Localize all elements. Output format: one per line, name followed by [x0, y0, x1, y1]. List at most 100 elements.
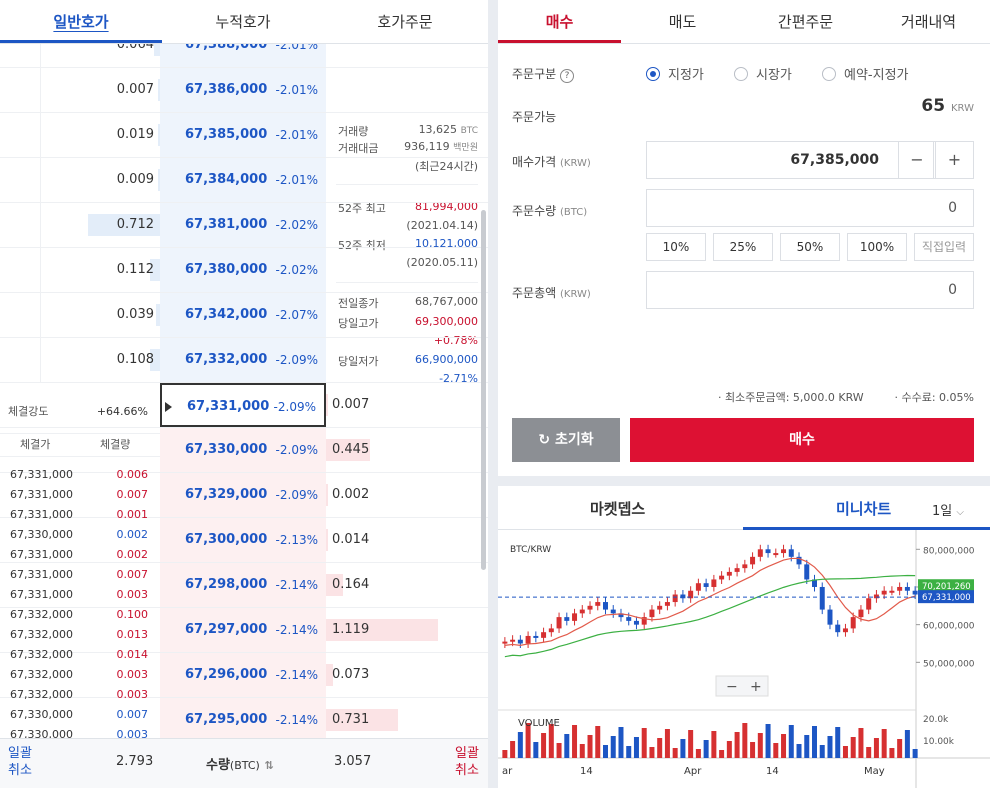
bid-price-cell[interactable]: 67,298,000 -2.14% — [160, 563, 326, 607]
ask-price-cell[interactable]: 67,381,000 -2.02% — [160, 203, 326, 247]
zoom-controls[interactable] — [715, 675, 769, 697]
ask-price-cell[interactable]: 67,332,000 -2.09% — [160, 338, 326, 382]
tab-buy[interactable]: 매수 — [498, 0, 621, 43]
candle-body — [541, 632, 547, 638]
tab-order-book[interactable]: 호가주문 — [377, 13, 433, 31]
x-tick-label: 14 — [766, 766, 779, 777]
volume-bar — [649, 747, 655, 758]
zoom-in-button[interactable]: + — [750, 679, 762, 695]
ask-row[interactable]: 0.019 67,385,000 -2.01% — [0, 113, 488, 158]
bid-row[interactable]: 67,329,000 -2.09% 0.002 — [0, 473, 488, 518]
bid-row[interactable]: 67,296,000 -2.14% 0.073 — [0, 653, 488, 698]
volume-bar — [726, 741, 732, 758]
ask-price-cell[interactable]: 67,386,000 -2.01% — [160, 68, 326, 112]
radio-limit[interactable]: 지정가 — [646, 64, 704, 83]
ask-price-cell[interactable]: 67,388,000 -2.01% — [160, 44, 326, 67]
bid-row[interactable]: 67,300,000 -2.13% 0.014 — [0, 518, 488, 563]
radio-reserve[interactable]: 예약-지정가 — [822, 64, 909, 83]
pct-100-button[interactable]: 100% — [847, 233, 907, 261]
qty-toggle[interactable]: 수량(BTC) ⇅ — [206, 758, 274, 773]
tab-mini-chart[interactable]: 미니차트 — [836, 500, 892, 518]
direct-input-button[interactable]: 직접입력 — [914, 233, 974, 261]
zoom-out-button[interactable]: − — [726, 679, 738, 695]
chart-title: BTC/KRW — [510, 545, 551, 555]
volume-bar — [827, 736, 833, 758]
tab-history[interactable]: 거래내역 — [900, 13, 957, 31]
qty-input[interactable]: 0 — [646, 189, 974, 227]
tab-general[interactable]: 일반호가 — [0, 0, 162, 43]
candle-body — [525, 635, 531, 644]
bid-price-cell[interactable]: 67,300,000 -2.13% — [160, 518, 326, 562]
candle-body — [510, 639, 516, 642]
volume-bar — [695, 749, 701, 758]
trades-panel: 체결강도 +64.66% 체결가 체결량 67,331,000 0.006 67,3… — [0, 399, 160, 741]
period-select[interactable]: 1일 ⌵ — [932, 504, 964, 519]
candle-body — [773, 553, 779, 556]
bid-row[interactable]: 67,331,000 -2.09% 0.007 — [0, 383, 488, 428]
ask-row[interactable]: 0.039 67,342,000 -2.07% — [0, 293, 488, 338]
ask-row[interactable]: 0.112 67,380,000 -2.02% — [0, 248, 488, 293]
candle-body — [781, 549, 787, 554]
strength-value: +64.66% — [96, 405, 148, 418]
ask-row[interactable]: 0.712 67,381,000 -2.02% — [0, 203, 488, 248]
min-order-note: · 최소주문금액: 5,000.0 KRW — [718, 391, 864, 404]
tab-simple-order[interactable]: 간편주문 — [777, 13, 834, 31]
volume-bar — [564, 734, 570, 758]
tab-cumulative[interactable]: 누적호가 — [215, 13, 271, 31]
radio-market[interactable]: 시장가 — [734, 64, 792, 83]
volume-bar — [533, 742, 539, 758]
ask-row[interactable]: 0.009 67,384,000 -2.01% — [0, 158, 488, 203]
bid-price-cell[interactable]: 67,329,000 -2.09% — [160, 473, 326, 517]
ask-total: 2.793 — [116, 754, 154, 769]
pct-25-button[interactable]: 25% — [713, 233, 773, 261]
help-icon[interactable]: ? — [560, 69, 574, 83]
bid-row[interactable]: 67,295,000 -2.14% 0.731 — [0, 698, 488, 738]
ask-qty: 0.009 — [40, 158, 160, 202]
volume-bar — [912, 749, 918, 758]
ask-price-cell[interactable]: 67,342,000 -2.07% — [160, 293, 326, 337]
candle-body — [548, 628, 554, 633]
volume-bar — [858, 728, 864, 758]
ask-price-cell[interactable]: 67,384,000 -2.01% — [160, 158, 326, 202]
ask-price-cell[interactable]: 67,380,000 -2.02% — [160, 248, 326, 292]
ask-row[interactable]: 0.007 67,386,000 -2.01% — [0, 68, 488, 113]
ask-qty-bar — [158, 169, 160, 191]
ask-price-cell[interactable]: 67,385,000 -2.01% — [160, 113, 326, 157]
orderbook-scrollbar[interactable] — [481, 210, 486, 570]
pct-10-button[interactable]: 10% — [646, 233, 706, 261]
bid-price-cell[interactable]: 67,295,000 -2.14% — [160, 698, 326, 738]
radio-checked-icon — [646, 67, 660, 81]
trade-row: 67,332,000 0.100 — [10, 608, 148, 621]
volume-bar — [579, 744, 585, 758]
bid-price-cell[interactable]: 67,331,000 -2.09% — [160, 383, 326, 427]
bid-price-cell[interactable]: 67,330,000 -2.09% — [160, 428, 326, 472]
trade-row: 67,331,000 0.003 — [10, 588, 148, 601]
bid-row[interactable]: 67,298,000 -2.14% 0.164 — [0, 563, 488, 608]
candle-body — [533, 635, 539, 638]
volume-bar — [750, 742, 756, 758]
candle-body — [719, 575, 725, 580]
buy-button[interactable]: 매수 — [630, 418, 974, 462]
price-increase-button[interactable]: + — [935, 141, 974, 179]
reset-button[interactable]: ↻ 초기화 — [512, 418, 620, 462]
x-tick-label: 14 — [580, 766, 593, 777]
cancel-all-asks-button[interactable]: 일괄 취소 — [8, 746, 32, 778]
mini-chart[interactable]: 80,000,00070,000,00060,000,00050,000,000… — [498, 530, 990, 788]
bid-qty: 1.119 — [326, 608, 446, 652]
price-input[interactable]: 67,385,000 — [646, 141, 934, 179]
tab-market-depth[interactable]: 마켓뎁스 — [590, 500, 646, 518]
trade-row: 67,330,000 0.007 — [10, 708, 148, 721]
total-input[interactable]: 0 — [646, 271, 974, 309]
bid-row[interactable]: 67,297,000 -2.14% 1.119 — [0, 608, 488, 653]
bid-price-cell[interactable]: 67,296,000 -2.14% — [160, 653, 326, 697]
bid-row[interactable]: 67,330,000 -2.09% 0.445 — [0, 428, 488, 473]
ask-row[interactable]: 0.064 67,388,000 -2.01% — [0, 44, 488, 68]
cancel-all-bids-button[interactable]: 일괄 취소 — [455, 746, 479, 778]
ask-row[interactable]: 0.108 67,332,000 -2.09% — [0, 338, 488, 383]
ask-qty: 0.108 — [40, 338, 160, 382]
pct-50-button[interactable]: 50% — [780, 233, 840, 261]
tab-sell[interactable]: 매도 — [668, 13, 697, 31]
bid-price-cell[interactable]: 67,297,000 -2.14% — [160, 608, 326, 652]
volume-bar — [904, 730, 910, 758]
price-decrease-button[interactable]: − — [898, 141, 936, 179]
